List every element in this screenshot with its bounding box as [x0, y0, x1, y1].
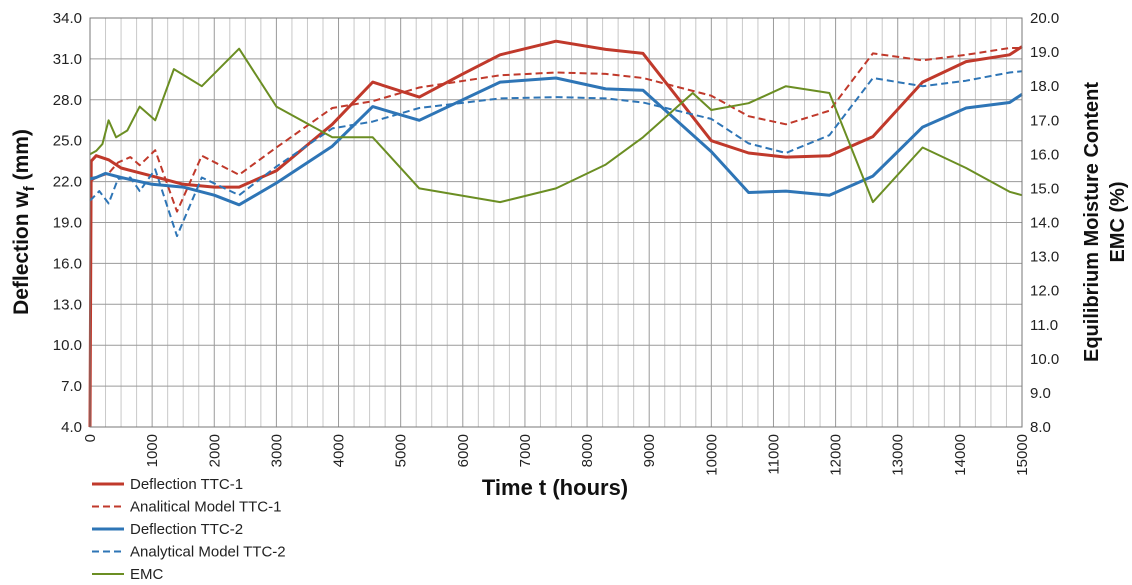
y2-tick-label: 20.0 — [1030, 10, 1059, 27]
y2-tick-label: 12.0 — [1030, 283, 1059, 300]
y2-tick-label: 18.0 — [1030, 78, 1059, 95]
y-tick-label: 31.0 — [53, 51, 82, 68]
legend-label-deflection-ttc-1: Deflection TTC-1 — [130, 476, 243, 493]
series-deflection-ttc-2 — [89, 76, 1023, 207]
y-axis-title-main: Deflection w — [10, 191, 33, 315]
x-tick-label: 14000 — [952, 434, 969, 476]
y2-tick-label: 19.0 — [1030, 44, 1059, 61]
y-tick-label: 10.0 — [53, 337, 82, 354]
y2-tick-label: 17.0 — [1030, 112, 1059, 129]
series-lines — [88, 39, 1023, 428]
y-tick-label: 19.0 — [53, 215, 82, 232]
legend-label-analitical-model-ttc-1: Analitical Model TTC-1 — [130, 499, 281, 516]
legend-label-emc: EMC — [130, 566, 164, 583]
y2-axis-title-line2: EMC (%) — [1107, 181, 1129, 262]
y2-tick-label: 10.0 — [1030, 351, 1059, 368]
y-tick-label: 25.0 — [53, 133, 82, 150]
y2-axis-title-line1: Equilibrium Moisture Content — [1081, 82, 1103, 362]
y-axis-title-subscript: f — [21, 185, 38, 191]
series-emc — [89, 47, 1023, 204]
x-tick-label: 7000 — [517, 434, 534, 467]
x-tick-label: 4000 — [331, 434, 348, 467]
x-tick-label: 0 — [82, 434, 99, 442]
x-tick-label: 8000 — [579, 434, 596, 467]
series-analytical-model-ttc-2 — [89, 70, 1023, 238]
y2-tick-label: 11.0 — [1030, 317, 1058, 334]
y-tick-label: 4.0 — [61, 419, 82, 436]
y-tick-label: 13.0 — [53, 296, 82, 313]
y-tick-label: 16.0 — [53, 255, 82, 272]
series-deflection-ttc-1 — [88, 39, 1023, 428]
y-tick-label: 28.0 — [53, 92, 82, 109]
tick-labels: 4.0 7.0 10.0 13.0 16.0 19.0 22.0 25.0 28.0 31.0 34… — [53, 10, 1059, 476]
x-tick-label: 9000 — [641, 434, 658, 467]
x-axis-title: Time t (hours) — [482, 475, 628, 500]
y-axis-title: Deflection wf (mm) — [10, 129, 38, 315]
x-tick-label: 15000 — [1014, 434, 1031, 476]
series-analitical-model-ttc-1 — [89, 47, 1022, 213]
legend: Deflection TTC-1 Analitical Model TTC-1 De… — [92, 476, 286, 583]
y-tick-label: 34.0 — [53, 10, 82, 27]
x-tick-label: 3000 — [268, 434, 285, 467]
y-tick-label: 22.0 — [53, 174, 82, 191]
y-axis-title-unit: (mm) — [10, 129, 33, 186]
x-tick-label: 5000 — [393, 434, 410, 467]
legend-label-analytical-model-ttc-2: Analytical Model TTC-2 — [130, 544, 286, 561]
x-tick-label: 13000 — [890, 434, 907, 476]
y2-tick-label: 14.0 — [1030, 215, 1059, 232]
x-tick-label: 12000 — [828, 434, 845, 476]
y2-tick-label: 9.0 — [1030, 385, 1051, 402]
y2-tick-label: 8.0 — [1030, 419, 1051, 436]
x-tick-label: 6000 — [455, 434, 472, 467]
y2-tick-label: 13.0 — [1030, 249, 1059, 266]
plot-frame — [89, 17, 1023, 428]
y2-tick-label: 16.0 — [1030, 146, 1059, 163]
y-tick-label: 7.0 — [61, 378, 82, 395]
legend-label-deflection-ttc-2: Deflection TTC-2 — [130, 521, 243, 538]
x-tick-label: 1000 — [144, 434, 161, 467]
x-tick-label: 2000 — [206, 434, 223, 467]
y2-tick-label: 15.0 — [1030, 180, 1059, 197]
x-tick-label: 11000 — [765, 434, 782, 475]
x-tick-label: 10000 — [703, 434, 720, 476]
